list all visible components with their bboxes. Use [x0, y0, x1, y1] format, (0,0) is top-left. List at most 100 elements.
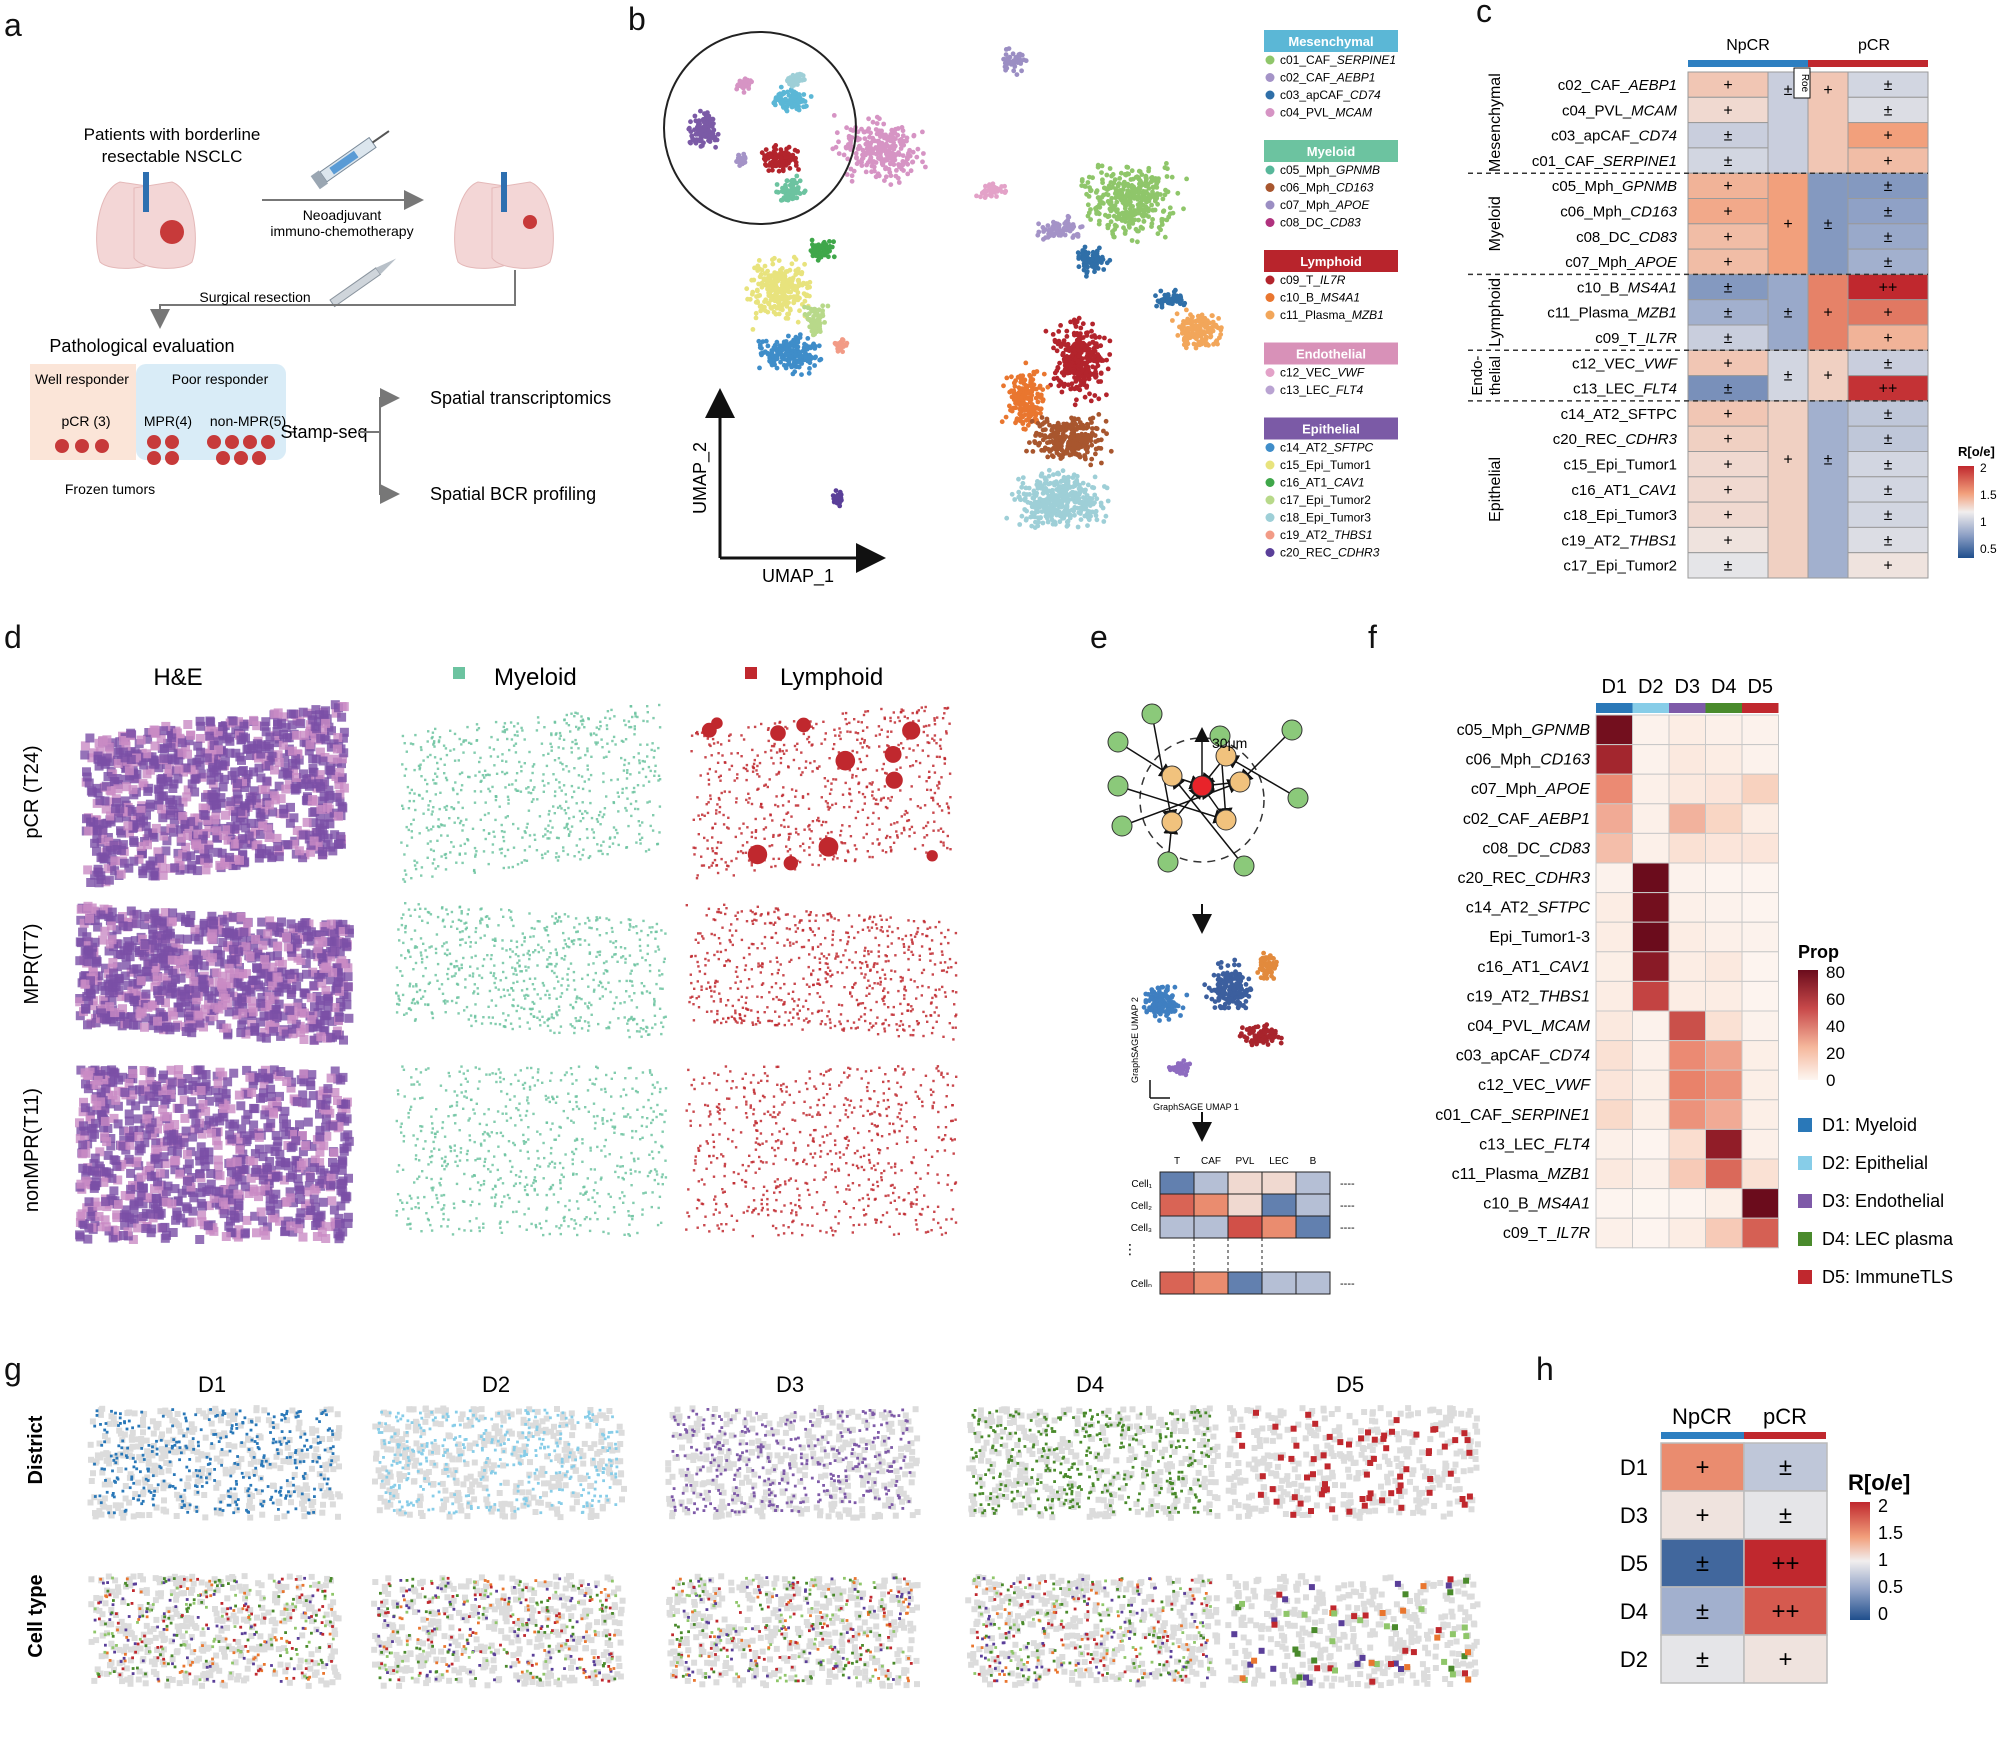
umap-legend-group-label: Lymphoid	[1300, 254, 1362, 269]
umap-point	[888, 182, 893, 187]
d-dot	[484, 814, 486, 816]
d-dot	[413, 860, 415, 862]
umap-point	[1037, 441, 1042, 446]
d-dot	[506, 738, 508, 740]
d-dot	[559, 732, 561, 734]
umap-point	[1077, 452, 1082, 457]
umap-legend: Mesenchymalc01_CAF_SERPINE1c02_CAF_AEBP1…	[1264, 30, 1398, 560]
umap-point	[1010, 59, 1015, 64]
d-dot	[402, 878, 404, 880]
c-row-label: c07_Mph_APOE	[1565, 254, 1678, 271]
umap-point	[790, 97, 795, 102]
d-dot	[536, 798, 538, 800]
c-cell-npcr-mark: +	[1723, 204, 1732, 221]
c-cell-pcr-mark: ±	[1884, 355, 1893, 372]
umap-point	[1066, 519, 1071, 524]
d-dot	[579, 858, 581, 860]
d-he-pixel	[230, 824, 239, 833]
d-dot	[543, 791, 545, 793]
umap-point	[1044, 329, 1049, 334]
d-col-myeloid: Myeloid	[494, 664, 577, 691]
d-dot	[563, 784, 565, 786]
umap-point	[1214, 323, 1219, 328]
umap-point	[869, 146, 874, 151]
d-he-pixel	[182, 792, 191, 801]
d-dot	[584, 810, 586, 812]
d-he-pixel	[123, 821, 132, 830]
umap-point	[882, 178, 887, 183]
umap-point	[693, 132, 698, 137]
umap-point	[789, 354, 794, 359]
d-dot	[455, 862, 457, 864]
umap-point	[1090, 175, 1095, 180]
umap-point	[1099, 371, 1104, 376]
umap-point	[832, 254, 837, 259]
umap-point	[1088, 463, 1093, 468]
umap-point	[754, 294, 759, 299]
poor-responder-label: Poor responder	[172, 371, 269, 387]
d-he-pixel	[188, 779, 197, 788]
umap-point	[1091, 485, 1096, 490]
d-dot	[635, 841, 637, 843]
d-dot	[476, 723, 478, 725]
d-dot	[515, 779, 517, 781]
d-dot	[593, 732, 595, 734]
umap-legend-dot	[1266, 166, 1275, 175]
d-col-he: H&E	[153, 664, 202, 691]
panel-letter-c: c	[1476, 0, 1492, 29]
d-dot	[627, 825, 629, 827]
umap-point	[1023, 378, 1028, 383]
c-cell-npcr-mark: +	[1723, 507, 1732, 524]
d-dot	[628, 762, 630, 764]
d-he-pixel	[139, 761, 148, 770]
umap-point	[1197, 342, 1202, 347]
umap-point	[1057, 361, 1062, 366]
umap-point	[1072, 472, 1077, 477]
umap-point	[1090, 364, 1095, 369]
d-dot	[532, 789, 534, 791]
umap-point	[1065, 480, 1070, 485]
umap-point	[1085, 269, 1090, 274]
umap-point	[1042, 448, 1047, 453]
d-he-pixel	[105, 743, 114, 752]
d-dot	[648, 781, 650, 783]
umap-point	[1079, 517, 1084, 522]
umap-point	[1101, 429, 1106, 434]
c-row-label: c08_DC_CD83	[1576, 229, 1678, 246]
umap-point	[834, 145, 839, 150]
umap-point	[699, 137, 704, 142]
d-he-pixel	[296, 719, 305, 728]
d-dot	[614, 743, 616, 745]
umap-point	[989, 190, 994, 195]
umap-point	[1148, 196, 1153, 201]
umap-point	[888, 132, 893, 137]
umap-point	[803, 312, 808, 317]
umap-point	[771, 101, 776, 106]
d-dot	[433, 858, 435, 860]
umap-point	[1084, 385, 1089, 390]
umap-legend-item: c04_PVL_MCAM	[1280, 106, 1372, 120]
umap-point	[887, 149, 892, 154]
lungs-before-icon	[97, 172, 196, 268]
umap-point	[807, 371, 812, 376]
umap-point	[823, 250, 828, 255]
umap-point	[1056, 366, 1061, 371]
umap-point	[1047, 468, 1052, 473]
umap-point	[1218, 328, 1223, 333]
d-dot	[424, 779, 426, 781]
umap-point	[1166, 292, 1171, 297]
umap-point	[1094, 374, 1099, 379]
umap-point	[1156, 299, 1161, 304]
umap-point	[831, 239, 836, 244]
umap-point	[789, 281, 794, 286]
d-he-pixel	[181, 820, 190, 829]
umap-point	[1050, 497, 1055, 502]
d-dot	[590, 734, 592, 736]
umap-cluster	[833, 337, 850, 354]
umap-point	[1045, 385, 1050, 390]
d-he-pixel	[169, 828, 178, 837]
umap-point	[736, 82, 741, 87]
umap-point	[1184, 177, 1189, 182]
c-cell-pcr-mark: +	[1883, 153, 1892, 170]
umap-point	[1070, 490, 1075, 495]
